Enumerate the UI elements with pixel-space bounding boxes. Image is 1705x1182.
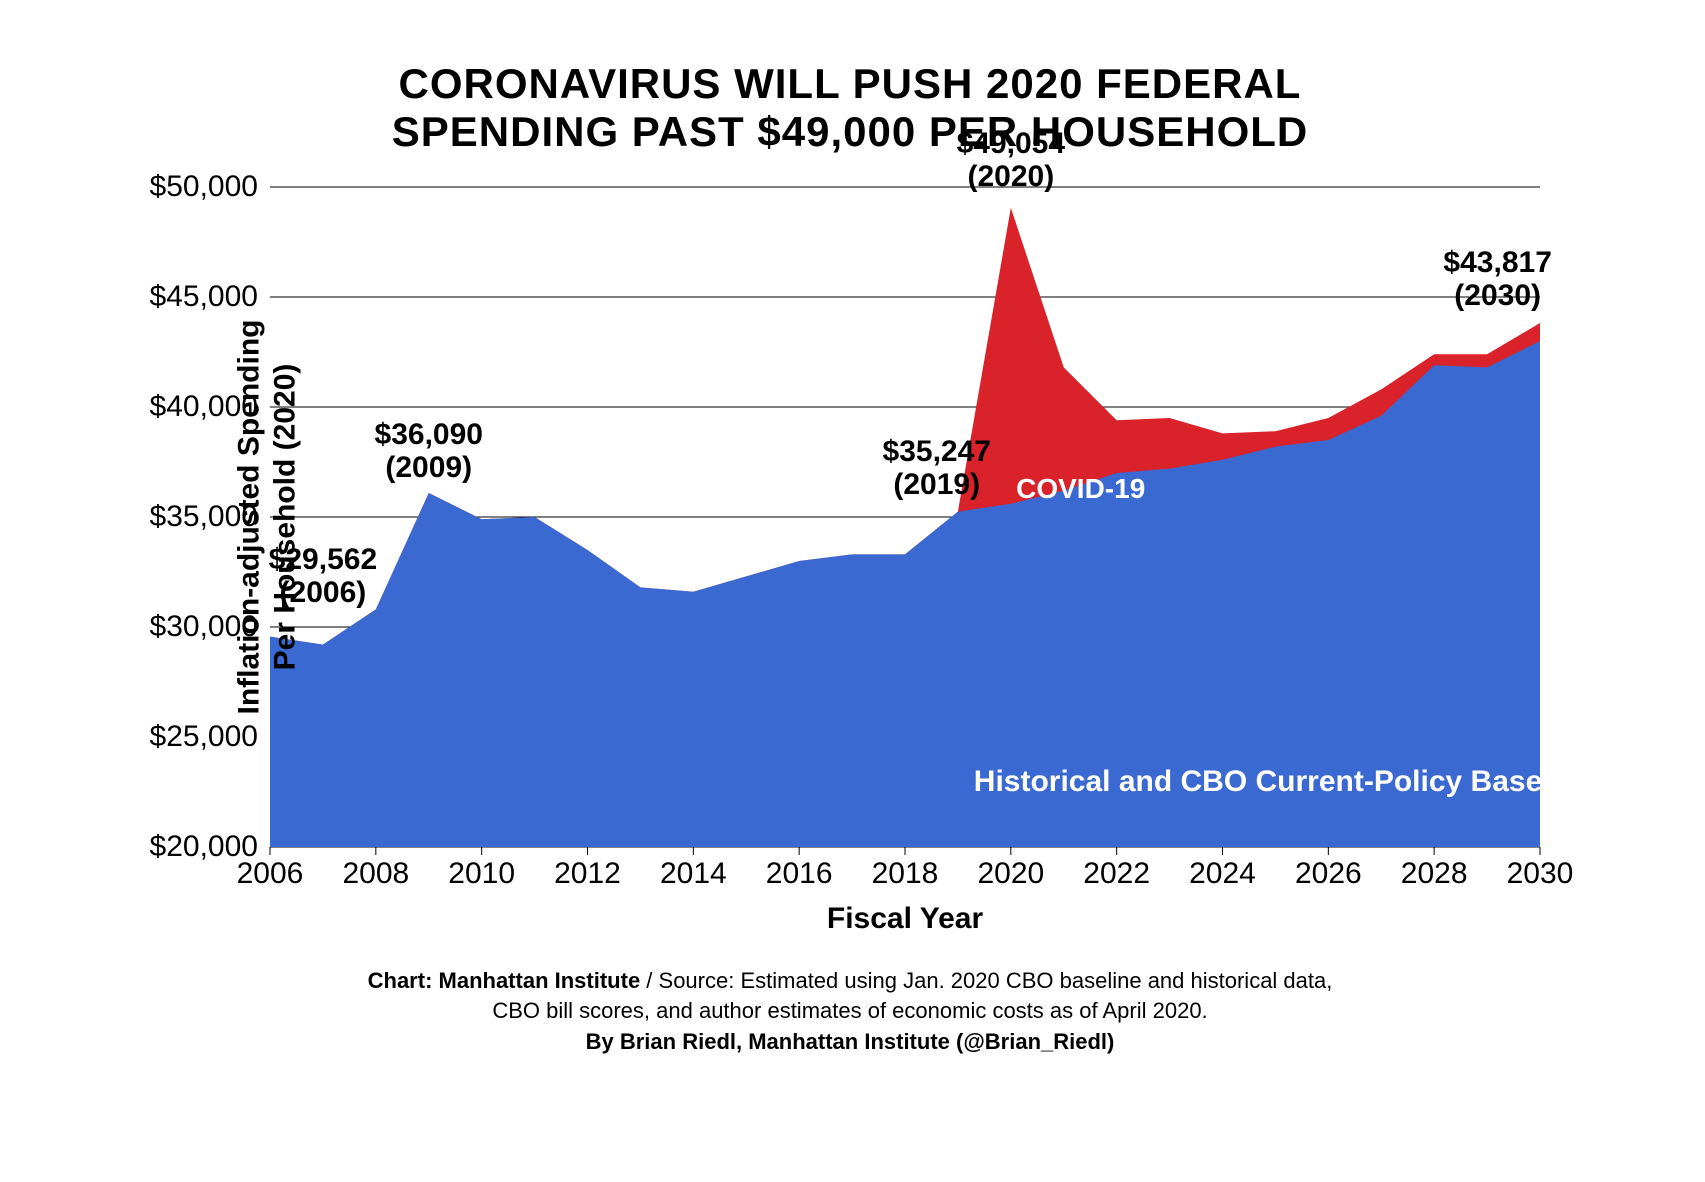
- chart-footer: Chart: Manhattan Institute / Source: Est…: [140, 966, 1560, 1058]
- footer-source-part1: / Source: Estimated using Jan. 2020 CBO …: [640, 968, 1332, 993]
- x-tick-label: 2014: [660, 847, 727, 891]
- y-tick-label: $40,000: [150, 390, 270, 424]
- x-tick-label: 2028: [1401, 847, 1468, 891]
- x-axis-title: Fiscal Year: [270, 902, 1540, 936]
- footer-byline: By Brian Riedl, Manhattan Institute (@Br…: [140, 1027, 1560, 1058]
- data-annotation: $36,090(2009): [375, 418, 483, 484]
- y-tick-label: $50,000: [150, 170, 270, 204]
- y-tick-label: $35,000: [150, 500, 270, 534]
- x-tick-label: 2024: [1189, 847, 1256, 891]
- x-tick-label: 2006: [237, 847, 304, 891]
- data-annotation: $35,247(2019): [883, 435, 991, 501]
- y-axis-title-line2: Per Household (2020): [268, 363, 301, 670]
- x-tick-label: 2012: [554, 847, 621, 891]
- chart-title-line1: CORONAVIRUS WILL PUSH 2020 FEDERAL: [399, 60, 1302, 107]
- x-tick-label: 2018: [872, 847, 939, 891]
- x-tick-label: 2026: [1295, 847, 1362, 891]
- chart-title: CORONAVIRUS WILL PUSH 2020 FEDERAL SPEND…: [140, 60, 1560, 157]
- data-annotation: $43,817(2030): [1443, 246, 1551, 312]
- data-annotation: $49,054(2020): [957, 127, 1065, 193]
- covid-series-label: COVID-19: [1016, 473, 1145, 505]
- x-tick-label: 2008: [342, 847, 409, 891]
- footer-line1: Chart: Manhattan Institute / Source: Est…: [140, 966, 1560, 997]
- data-annotation: $29,562(2006): [269, 543, 377, 609]
- chart-title-line2: SPENDING PAST $49,000 PER HOUSEHOLD: [392, 108, 1308, 155]
- y-tick-label: $25,000: [150, 720, 270, 754]
- x-tick-label: 2022: [1083, 847, 1150, 891]
- x-tick-label: 2020: [977, 847, 1044, 891]
- x-tick-label: 2030: [1507, 847, 1574, 891]
- y-tick-label: $45,000: [150, 280, 270, 314]
- plot-area: Inflation-adjusted Spending Per Househol…: [270, 187, 1540, 847]
- x-tick-label: 2016: [766, 847, 833, 891]
- y-tick-label: $30,000: [150, 610, 270, 644]
- chart-svg: [270, 187, 1540, 847]
- footer-chart-credit: Chart: Manhattan Institute: [368, 968, 641, 993]
- x-tick-label: 2010: [448, 847, 515, 891]
- footer-line2: CBO bill scores, and author estimates of…: [140, 996, 1560, 1027]
- baseline-series-label: Historical and CBO Current-Policy Baseli…: [974, 765, 1594, 799]
- chart-container: CORONAVIRUS WILL PUSH 2020 FEDERAL SPEND…: [140, 60, 1560, 1058]
